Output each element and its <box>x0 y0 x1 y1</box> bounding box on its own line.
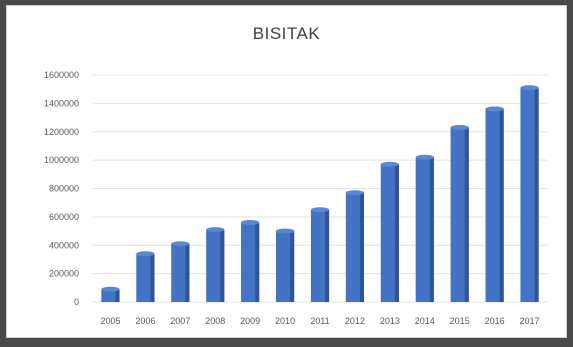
bar-shade-2007 <box>185 243 190 302</box>
bar-cap-2013 <box>380 161 399 167</box>
bar-shade-2016 <box>499 109 504 302</box>
y-tick-label: 1200000 <box>44 127 79 137</box>
y-tick-label: 600000 <box>49 212 79 222</box>
y-tick-label: 1000000 <box>44 155 79 165</box>
bar-cap-2011 <box>310 207 330 213</box>
y-axis-tick-labels: 0 200000 400000 600000 800000 1000000 1200000 1… <box>44 70 79 307</box>
x-tick-label: 2015 <box>450 316 470 326</box>
x-tick-label: 2006 <box>135 316 155 326</box>
bar-shade-2011 <box>325 209 330 302</box>
chart-title: BISITAK <box>252 24 321 43</box>
x-tick-label: 2007 <box>170 316 190 326</box>
bar-shade-2017 <box>534 87 539 302</box>
bar-shade-2005 <box>115 289 120 302</box>
x-tick-label: 2010 <box>275 316 295 326</box>
x-tick-label: 2017 <box>520 316 540 326</box>
x-tick-label: 2014 <box>415 316 435 326</box>
x-tick-label: 2005 <box>100 316 120 326</box>
bar-cap-2005 <box>101 286 120 292</box>
bar-cap-2014 <box>415 154 434 160</box>
bar-2009 <box>241 222 260 302</box>
bar-2010 <box>275 231 295 302</box>
bar-cap-2016 <box>485 106 504 112</box>
x-tick-label: 2009 <box>240 316 260 326</box>
bar-2012 <box>345 192 365 302</box>
bar-2014 <box>415 157 434 302</box>
bar-cap-2012 <box>345 190 365 196</box>
bar-2006 <box>136 253 155 302</box>
bar-shade-2008 <box>220 229 225 302</box>
y-tick-label: 0 <box>74 297 79 307</box>
bar-shade-2009 <box>255 222 260 302</box>
bar-shade-2010 <box>290 231 295 302</box>
bar-chart: 0 200000 400000 600000 800000 1000000 1200000 1… <box>44 70 547 326</box>
bar-shade-2015 <box>464 127 469 303</box>
y-tick-label: 1400000 <box>44 98 79 108</box>
y-tick-label: 800000 <box>49 184 79 194</box>
bar-shade-2006 <box>150 253 155 302</box>
bar-cap-2008 <box>206 227 225 233</box>
y-tick-label: 200000 <box>49 269 79 279</box>
bar-shade-2012 <box>360 192 365 302</box>
bar-2013 <box>380 164 399 302</box>
bar-2017 <box>520 87 539 302</box>
bar-cap-2007 <box>171 241 190 247</box>
bar-2016 <box>485 109 504 302</box>
x-tick-label: 2012 <box>345 316 365 326</box>
x-tick-label: 2008 <box>205 316 225 326</box>
chart-frame: BISITAK 0 200000 400000 600000 800000 1000000… <box>6 5 567 338</box>
bar-cap-2017 <box>520 85 539 91</box>
bar-cap-2006 <box>136 251 155 257</box>
bar-2011 <box>310 209 330 302</box>
x-tick-label: 2013 <box>380 316 400 326</box>
bar-2005 <box>101 289 120 302</box>
bar-2008 <box>206 229 225 302</box>
x-axis-tick-labels: 2005 2006 2007 2008 2009 2010 2011 2012 2013 2014… <box>100 316 539 326</box>
y-tick-label: 1600000 <box>44 70 79 80</box>
bar-2007 <box>171 243 190 302</box>
bar-shade-2014 <box>429 157 434 302</box>
y-tick-label: 400000 <box>49 240 79 250</box>
x-tick-label: 2016 <box>485 316 505 326</box>
bar-cap-2015 <box>450 124 469 130</box>
bar-layer <box>101 85 539 303</box>
bar-cap-2009 <box>241 220 260 226</box>
bar-2015 <box>450 127 469 303</box>
bar-cap-2010 <box>275 228 295 234</box>
bar-shade-2013 <box>394 164 399 302</box>
x-tick-label: 2011 <box>310 316 329 326</box>
